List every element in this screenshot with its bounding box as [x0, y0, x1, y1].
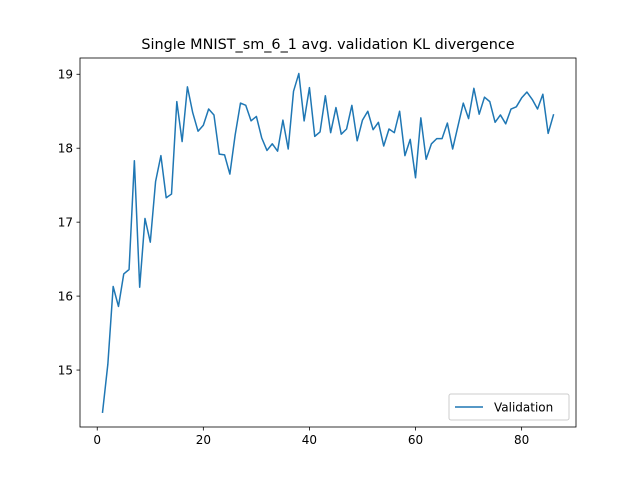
- plot-frame: [79, 57, 577, 428]
- x-tick-label: 40: [302, 433, 317, 447]
- y-tick-label: 16: [58, 289, 73, 303]
- x-tick-label: 60: [408, 433, 423, 447]
- y-tick-label: 15: [58, 363, 73, 377]
- y-axis: 15 16 17 18 19: [58, 68, 80, 377]
- legend[interactable]: Validation: [448, 393, 570, 421]
- x-axis: 0 20 40 60 80: [93, 427, 529, 447]
- y-tick-label: 17: [58, 215, 73, 229]
- series-line-validation: [101, 72, 555, 414]
- x-tick-label: 20: [196, 433, 211, 447]
- legend-label-validation: Validation: [494, 401, 553, 415]
- legend-box: [448, 393, 570, 421]
- chart-title: Single MNIST_sm_6_1 avg. validation KL d…: [141, 37, 514, 53]
- x-tick-label: 80: [514, 433, 529, 447]
- y-tick-label: 19: [58, 68, 73, 82]
- plot-area: [79, 57, 577, 428]
- x-tick-label: 0: [93, 433, 101, 447]
- y-tick-label: 18: [58, 142, 73, 156]
- series-layer: [101, 72, 555, 414]
